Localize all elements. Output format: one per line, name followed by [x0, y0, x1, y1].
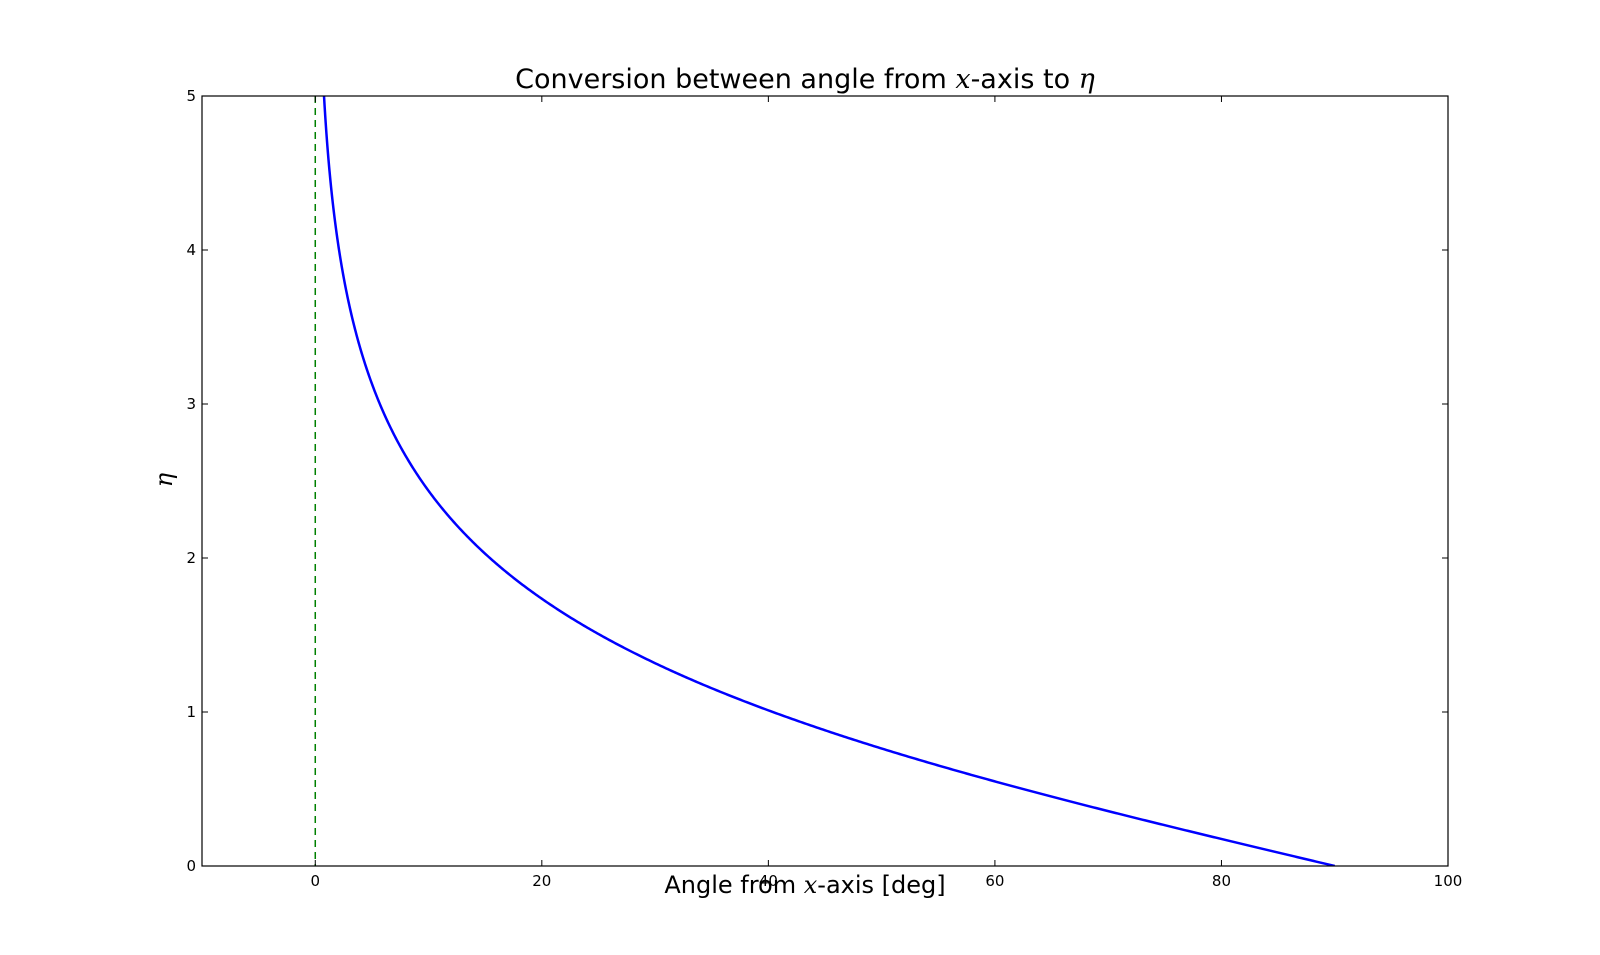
y-tick-label: 0 [186, 857, 196, 875]
chart-title: Conversion between angle from x-axis to … [515, 64, 1095, 95]
ticks [202, 95, 1449, 867]
y-tick-label: 1 [186, 703, 196, 721]
x-axis-title: Angle from x-axis [deg] [664, 871, 945, 899]
x-axis-title-prefix: Angle from [664, 871, 803, 899]
tick-labels: 0 20 40 60 80 100 0 1 2 3 4 5 [186, 87, 1462, 890]
x-tick-label: 60 [985, 872, 1004, 890]
x-axis-title-var: x [804, 871, 818, 899]
x-tick-label: 100 [1434, 872, 1463, 890]
y-tick-label: 2 [186, 549, 196, 567]
y-tick-label: 4 [186, 241, 196, 259]
y-axis-title: η [150, 472, 178, 487]
y-tick-label: 5 [186, 87, 196, 105]
chart-title-middle: -axis to [971, 64, 1079, 95]
x-tick-label: 20 [532, 872, 551, 890]
x-tick-label: 0 [310, 872, 320, 890]
chart-title-var-x: x [955, 64, 970, 95]
plot-frame [201, 95, 1449, 867]
x-axis-title-suffix: -axis [deg] [817, 871, 945, 899]
x-tick-label: 80 [1212, 872, 1231, 890]
y-tick-label: 3 [186, 395, 196, 413]
x-tick-label: 40 [759, 872, 778, 890]
chart-title-var-eta: η [1079, 64, 1095, 95]
chart-title-prefix: Conversion between angle from [515, 64, 955, 95]
series-eta-curve [322, 96, 1336, 866]
